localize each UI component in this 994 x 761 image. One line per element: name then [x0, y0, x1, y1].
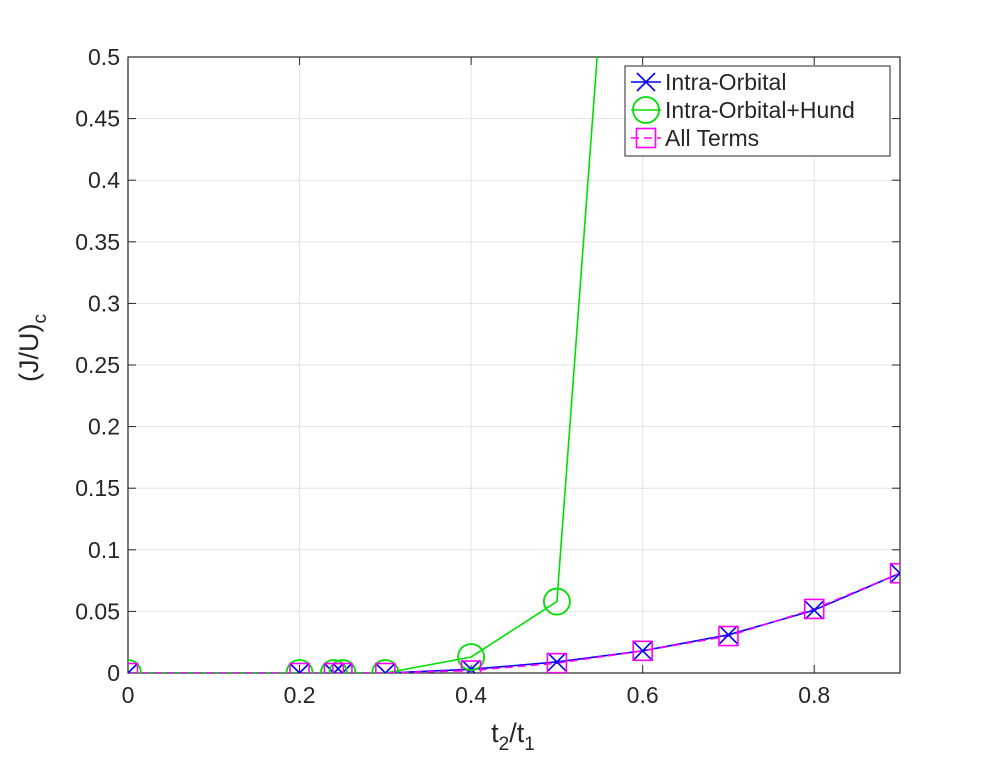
marker [128, 663, 138, 673]
series-line [128, 57, 598, 673]
marker [289, 663, 310, 673]
marker [718, 625, 739, 647]
legend-box [624, 65, 891, 157]
x-label-part: 2 [499, 734, 510, 755]
y-tick-label: 0.2 [88, 414, 120, 440]
y-tick-label: 0 [107, 660, 120, 686]
marker [635, 127, 657, 149]
marker [319, 659, 348, 673]
y-tick-label: 0.25 [75, 352, 120, 378]
marker [371, 659, 400, 673]
marker [632, 96, 660, 124]
y-label-part: (J/U) [14, 324, 44, 382]
x-tick-label: 0.8 [798, 682, 830, 708]
series-layer [128, 57, 900, 673]
marker [803, 598, 825, 620]
marker [460, 660, 482, 673]
marker [457, 643, 486, 671]
y-tick-label: 0.5 [88, 44, 120, 70]
y-tick-label: 0.3 [88, 290, 120, 316]
y-tick-label: 0.35 [75, 229, 120, 255]
marker [546, 652, 568, 673]
marker [718, 625, 739, 645]
marker [890, 563, 900, 583]
x-tick-label: 0 [122, 682, 135, 708]
marker [547, 652, 567, 672]
marker [328, 659, 357, 673]
marker [285, 659, 314, 673]
marker [375, 662, 396, 673]
marker [289, 662, 310, 673]
y-tick-label: 0.05 [75, 598, 120, 624]
marker [542, 587, 571, 616]
legend-label: Intra-Orbital+Hund [665, 97, 855, 123]
y-axis-label: (J/U)c [14, 314, 51, 382]
y-label-part: c [30, 314, 51, 324]
x-label-part: 1 [524, 734, 535, 755]
x-axis-label: t2/t1 [491, 718, 535, 755]
marker [324, 663, 344, 673]
legend-label: Intra-Orbital [665, 69, 786, 95]
x-label-part: /t [509, 718, 525, 748]
marker [332, 662, 353, 673]
x-label-part: t [491, 718, 499, 748]
marker [889, 562, 900, 584]
axes-box [127, 56, 901, 674]
marker [332, 663, 353, 673]
x-tick-label: 0.4 [455, 682, 487, 708]
marker [636, 72, 656, 92]
x-tick-label: 0.6 [627, 682, 659, 708]
legend-label: All Terms [665, 125, 759, 151]
marker [804, 600, 824, 620]
marker [632, 640, 653, 662]
y-tick-label: 0.15 [75, 475, 120, 501]
y-tick-label: 0.1 [88, 537, 120, 563]
y-tick-label: 0.45 [75, 106, 120, 132]
y-tick-label: 0.4 [88, 167, 120, 193]
x-tick-label: 0.2 [284, 682, 316, 708]
marker [375, 663, 395, 673]
marker [633, 641, 653, 661]
